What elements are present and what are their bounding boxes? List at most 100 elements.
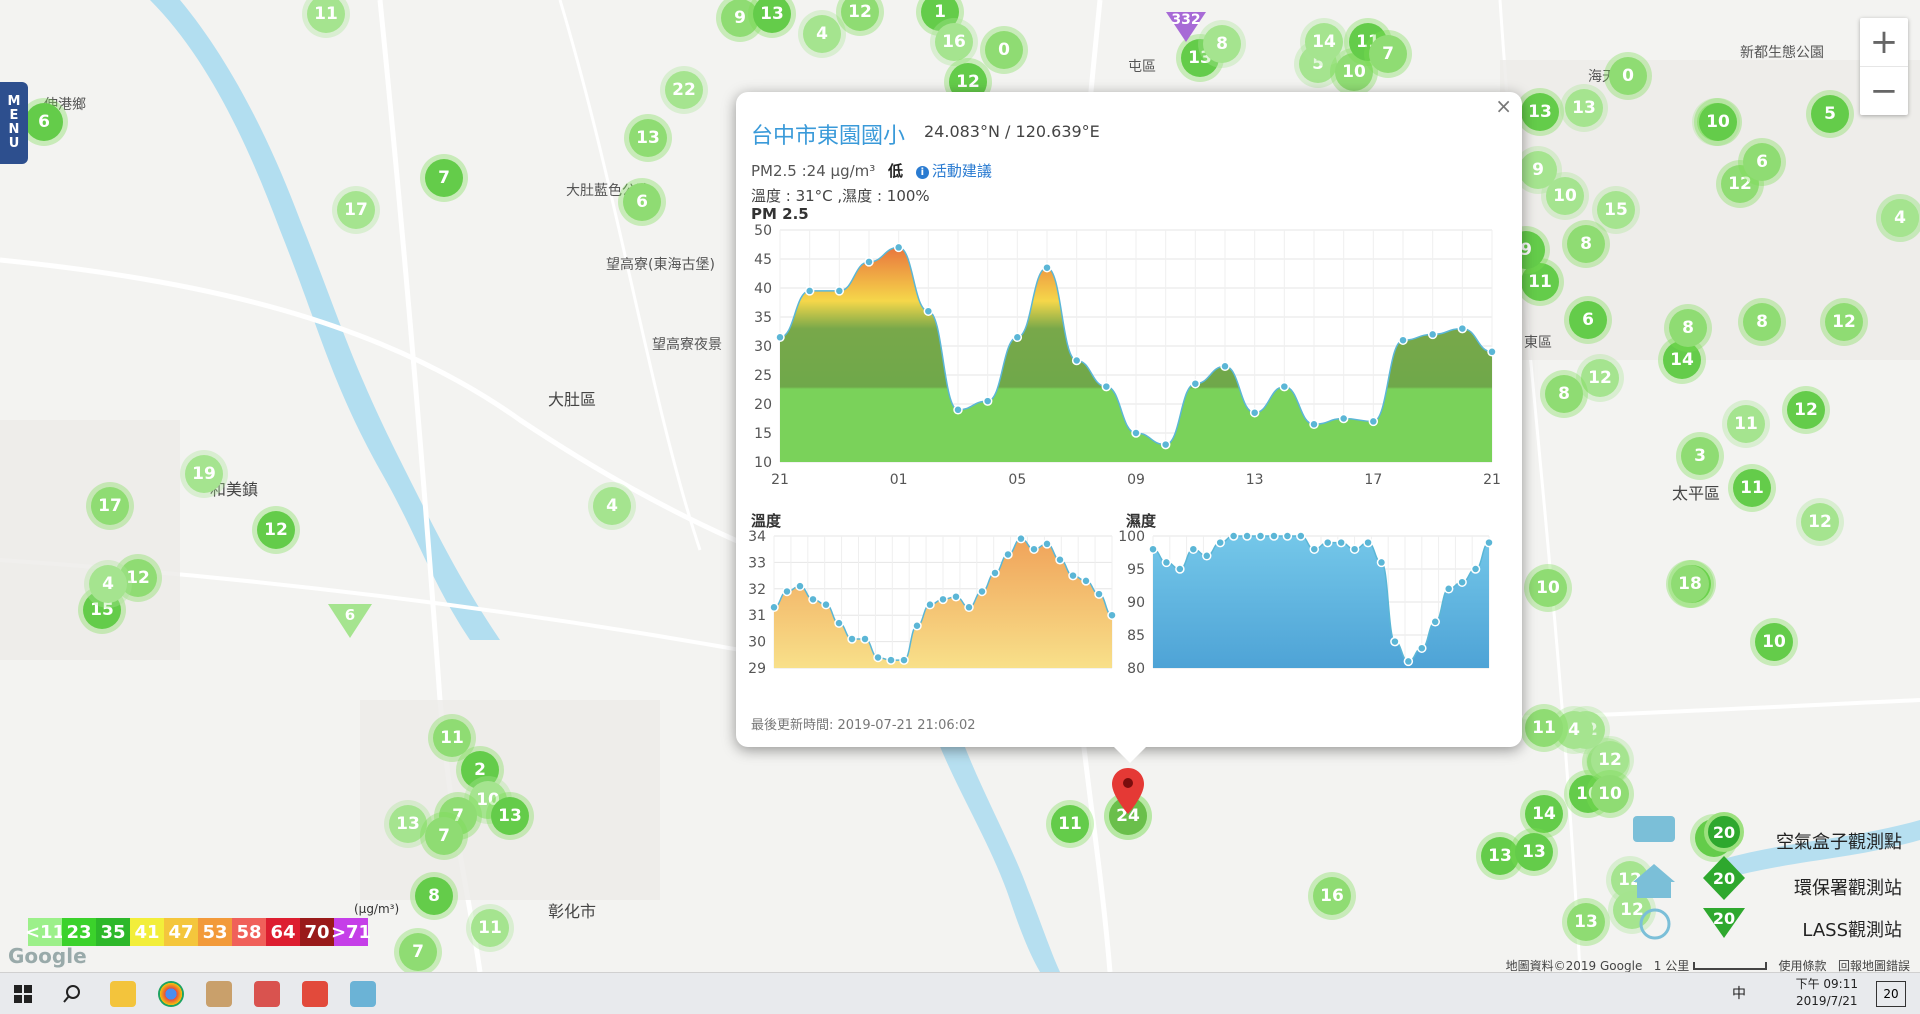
station-marker[interactable]: 13 (753, 0, 791, 33)
station-marker[interactable]: 13 (1481, 837, 1519, 875)
app-icon[interactable] (302, 981, 328, 1007)
file-explorer-icon[interactable] (110, 981, 136, 1007)
activity-advice-link[interactable]: i 活動建議 (915, 162, 992, 180)
x-tick-label: 21 (1483, 472, 1501, 488)
triangle-marker[interactable] (1166, 12, 1206, 42)
chrome-icon[interactable] (158, 981, 184, 1007)
station-marker[interactable]: 4 (593, 487, 631, 525)
data-point (864, 257, 874, 267)
y-tick-label: 15 (754, 426, 772, 442)
station-marker[interactable]: 4 (803, 15, 841, 53)
zoom-in-button[interactable]: + (1860, 18, 1908, 67)
station-marker[interactable]: 8 (1567, 225, 1605, 263)
station-marker[interactable]: 4 (1881, 199, 1919, 237)
station-marker[interactable]: 11 (1733, 469, 1771, 507)
app-icon[interactable] (254, 981, 280, 1007)
station-marker[interactable]: 13 (629, 119, 667, 157)
scale-swatch: 35 (96, 918, 130, 946)
station-marker[interactable]: 10 (1529, 569, 1567, 607)
station-marker[interactable]: 10 (1546, 177, 1584, 215)
station-marker[interactable]: 5 (1811, 95, 1849, 133)
station-marker[interactable]: 10 (1755, 623, 1793, 661)
station-marker[interactable]: 16 (935, 23, 973, 61)
station-marker[interactable]: 7 (425, 159, 463, 197)
station-marker[interactable]: 13 (389, 805, 427, 843)
station-marker[interactable]: 16 (1313, 877, 1351, 915)
terms-link[interactable]: 使用條款 (1778, 959, 1827, 972)
station-marker[interactable]: 7 (1369, 35, 1407, 73)
station-marker[interactable]: 18 (1671, 565, 1709, 603)
ime-indicator[interactable]: 中 (1732, 986, 1746, 1002)
data-point (1376, 557, 1387, 568)
station-marker[interactable]: 11 (1727, 405, 1765, 443)
station-marker[interactable]: 0 (985, 31, 1023, 69)
close-popup-button[interactable]: × (1495, 94, 1512, 118)
triangle-marker-2[interactable] (328, 604, 372, 638)
menu-button[interactable]: M E N U (0, 82, 28, 164)
station-marker[interactable]: 22 (665, 71, 703, 109)
station-marker[interactable]: 14 (1663, 341, 1701, 379)
station-marker[interactable]: 12 (1801, 503, 1839, 541)
clock[interactable]: 下午 09:11 2019/7/21 (1796, 976, 1858, 1010)
station-marker[interactable]: 8 (1545, 375, 1583, 413)
report-link[interactable]: 回報地圖錯誤 (1837, 959, 1910, 972)
y-tick-label: 95 (1127, 562, 1145, 578)
zoom-out-button[interactable]: − (1869, 71, 1899, 111)
station-marker[interactable]: 12 (1591, 741, 1629, 779)
station-marker[interactable]: 13 (1521, 93, 1559, 131)
data-point (893, 242, 904, 253)
map-canvas[interactable]: 大肚區 望高寮(東海古堡) 望高寮夜景 和美鎮 伸港鄉 彰化市 太平區 大肚藍色… (0, 0, 1920, 972)
station-marker[interactable]: 14 (1305, 23, 1343, 61)
station-marker[interactable]: 12 (1787, 391, 1825, 429)
station-marker[interactable]: 7 (399, 933, 437, 971)
station-marker[interactable]: 11 (433, 719, 471, 757)
windows-start-icon[interactable] (14, 985, 32, 1003)
search-icon[interactable] (62, 984, 82, 1004)
station-marker[interactable]: 11 (1521, 263, 1559, 301)
station-marker[interactable]: 10 (1699, 103, 1737, 141)
station-marker[interactable]: 12 (1825, 303, 1863, 341)
station-marker[interactable]: 8 (1669, 309, 1707, 347)
station-marker[interactable]: 6 (623, 183, 661, 221)
station-marker[interactable]: 8 (415, 877, 453, 915)
location-pin-icon[interactable] (1110, 766, 1146, 816)
notification-center-icon[interactable]: 20 (1876, 981, 1906, 1007)
station-marker[interactable]: 17 (337, 191, 375, 229)
station-marker[interactable]: 17 (91, 487, 129, 525)
station-marker[interactable]: 8 (1203, 25, 1241, 63)
station-marker[interactable]: 4 (89, 565, 127, 603)
app-icon[interactable] (206, 981, 232, 1007)
station-marker[interactable]: 13 (1515, 833, 1553, 871)
station-marker[interactable]: 10 (1591, 775, 1629, 813)
station-marker[interactable]: 12 (257, 511, 295, 549)
station-marker[interactable]: 14 (1525, 795, 1563, 833)
station-marker[interactable]: 19 (185, 455, 223, 493)
station-marker[interactable]: 11 (1525, 709, 1563, 747)
data-point (834, 618, 844, 628)
station-marker[interactable]: 13 (1565, 89, 1603, 127)
station-name: 台中市東園國小 (751, 124, 906, 149)
station-marker[interactable]: 13 (1567, 903, 1605, 941)
station-marker[interactable]: 7 (425, 817, 463, 855)
station-marker[interactable]: 6 (1743, 143, 1781, 181)
station-marker[interactable]: 12 (1721, 165, 1759, 203)
station-marker[interactable]: 0 (1609, 57, 1647, 95)
area-fill (1153, 536, 1489, 668)
station-marker[interactable]: 11 (307, 0, 345, 33)
app-icon[interactable] (350, 981, 376, 1007)
station-marker[interactable]: 11 (1051, 805, 1089, 843)
data-point (912, 621, 922, 631)
station-marker[interactable]: 11 (471, 909, 509, 947)
station-marker[interactable]: 9 (721, 0, 759, 37)
station-marker[interactable]: 6 (25, 103, 63, 141)
station-marker[interactable]: 12 (841, 0, 879, 31)
station-marker[interactable]: 12 (1581, 359, 1619, 397)
station-marker[interactable]: 6 (1569, 301, 1607, 339)
station-marker[interactable]: 3 (1681, 437, 1719, 475)
area-fill (780, 247, 1492, 462)
humidity-chart: 80 85 90 95 100 (1118, 529, 1494, 677)
station-marker[interactable]: 8 (1743, 303, 1781, 341)
station-marker[interactable]: 9 (1519, 151, 1557, 189)
station-marker[interactable]: 15 (1597, 191, 1635, 229)
station-marker[interactable]: 13 (491, 797, 529, 835)
